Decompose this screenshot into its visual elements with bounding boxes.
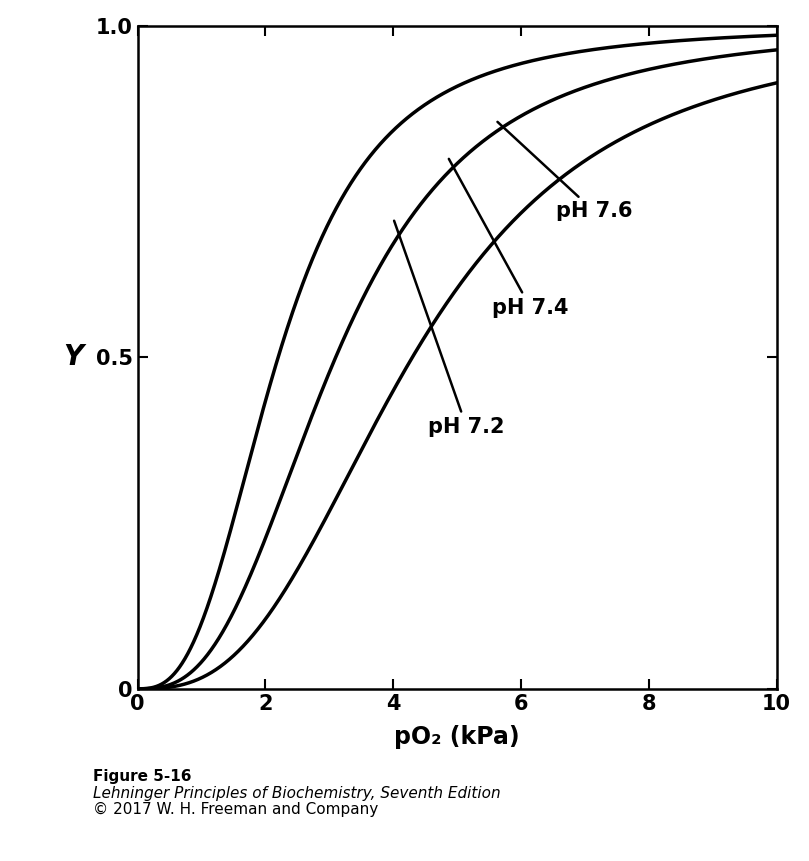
Text: © 2017 W. H. Freeman and Company: © 2017 W. H. Freeman and Company	[93, 802, 379, 816]
Text: pH 7.6: pH 7.6	[498, 122, 633, 221]
Text: pH 7.2: pH 7.2	[394, 220, 505, 437]
Text: Y: Y	[64, 344, 83, 371]
Text: pH 7.4: pH 7.4	[449, 159, 569, 318]
Text: Lehninger Principles of Biochemistry, Seventh Edition: Lehninger Principles of Biochemistry, Se…	[93, 786, 501, 801]
Text: Figure 5-16: Figure 5-16	[93, 769, 192, 784]
X-axis label: pO₂ (kPa): pO₂ (kPa)	[394, 725, 520, 749]
